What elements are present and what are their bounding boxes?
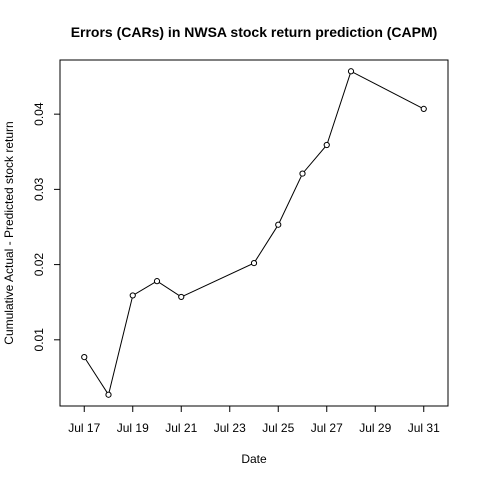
data-point [299,170,306,177]
x-tick-label: Jul 31 [408,421,440,435]
x-ticks: Jul 17 Jul 19 Jul 21 Jul 23 Jul 25 Jul 27 Jul … [68,406,440,435]
data-point [250,259,258,267]
data-point [153,278,161,285]
data-point [129,292,136,299]
x-tick-label: Jul 27 [311,421,343,435]
x-tick-label: Jul 25 [262,421,294,435]
x-axis-label: Date [241,452,267,466]
series-group [81,68,427,398]
series-line [83,70,425,396]
data-point [275,221,282,228]
data-point [81,354,88,361]
x-tick-label: Jul 21 [165,421,197,435]
y-axis-label: Cumulative Actual - Predicted stock retu… [2,121,16,344]
data-point [105,391,112,398]
y-tick-label: 0.02 [32,253,46,277]
y-tick-label: 0.04 [32,102,46,126]
x-tick-label: Jul 19 [117,421,149,435]
data-point [178,293,185,301]
series-points [81,68,427,398]
x-tick-label: Jul 23 [214,421,246,435]
x-tick-label: Jul 29 [359,421,391,435]
data-point [347,68,355,75]
data-point [323,141,330,149]
chart-title: Errors (CARs) in NWSA stock return predi… [71,24,438,40]
data-point [420,105,427,112]
y-tick-label: 0.01 [32,328,46,352]
y-ticks: 0.01 0.02 0.03 0.04 [32,102,60,351]
y-tick-label: 0.03 [32,177,46,201]
x-tick-label: Jul 17 [68,421,100,435]
